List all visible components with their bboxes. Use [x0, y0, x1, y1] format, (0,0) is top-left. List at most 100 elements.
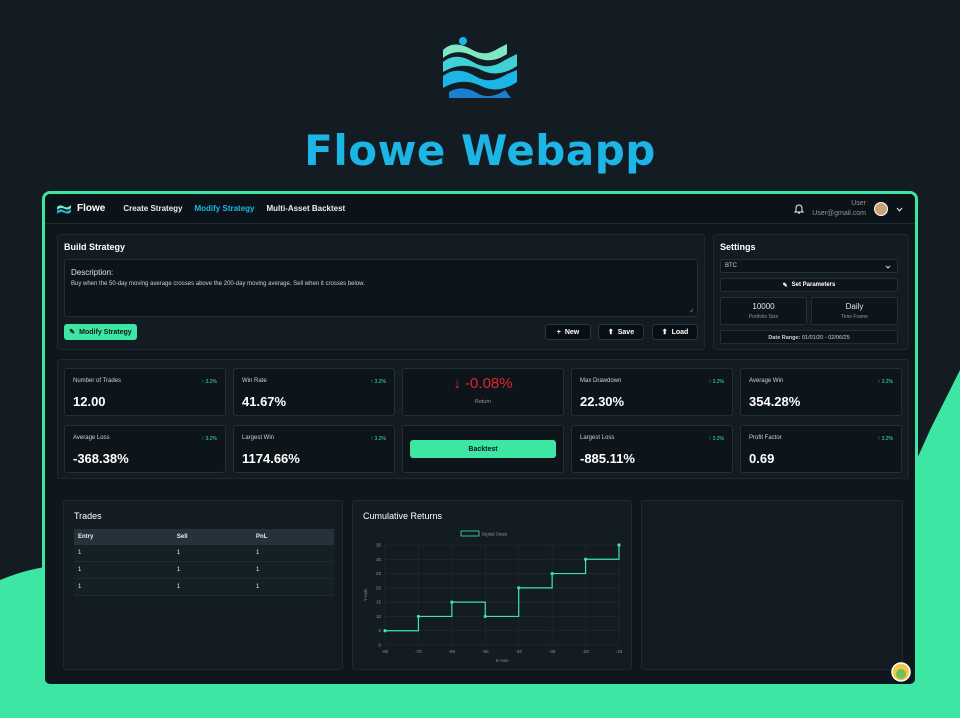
legend-swatch: [460, 530, 480, 537]
backtest-button[interactable]: Backtest: [410, 440, 556, 458]
portfolio-size-label: Portfolio Size: [748, 314, 779, 320]
paperclip-icon: ✎: [782, 282, 788, 289]
stat-win-rate: Win Rate ↑ 3.2% 41.67%: [233, 368, 395, 416]
column-header[interactable]: PnL: [252, 529, 334, 545]
stat-label: Largest Loss: [580, 435, 615, 441]
table-row[interactable]: 1 1 1: [74, 578, 334, 596]
column-header[interactable]: Entry: [74, 529, 173, 545]
chevron-down-icon[interactable]: [896, 207, 903, 212]
user-name: User: [851, 200, 866, 207]
set-parameters-button[interactable]: ✎ Set Parameters: [720, 278, 898, 292]
table-cell: 1: [252, 578, 334, 596]
time-frame-label: Time Frame: [841, 314, 868, 320]
stat-delta-value: 3.2%: [374, 379, 386, 385]
data-point: [617, 543, 621, 547]
y-tick-label: 15: [376, 600, 382, 605]
series-line: [385, 545, 620, 632]
brand[interactable]: Flowe: [57, 203, 105, 214]
modify-strategy-button[interactable]: ✎ Modify Strategy: [64, 324, 137, 340]
legend-label: Digital Steps: [482, 532, 508, 537]
nav-modify-strategy[interactable]: Modify Strategy: [194, 204, 255, 213]
load-label: Load: [671, 328, 689, 336]
date-range-value: 01/01/20 - 02/06/25: [801, 335, 850, 341]
data-point: [583, 557, 588, 561]
table-cell: 1: [252, 545, 334, 562]
stat-average-loss: Average Loss ↑ 3.2% -368.38%: [64, 425, 226, 473]
x-tick-label: -60: [449, 649, 456, 654]
cumulative-returns-panel: Cumulative Returns 0 5 10 15 20 25 30 35 -80 -70 -…: [352, 500, 632, 670]
settings-title: Settings: [720, 242, 756, 252]
save-label: Save: [617, 328, 635, 336]
stat-delta-value: 3.2%: [712, 436, 724, 442]
date-range-box[interactable]: Date Range: 01/01/20 - 02/06/25: [720, 330, 898, 344]
nav-create-strategy[interactable]: Create Strategy: [123, 204, 183, 213]
x-tick-label: -70: [415, 649, 422, 654]
data-point: [383, 629, 387, 633]
flowe-small-logo-icon: [57, 204, 71, 214]
data-point: [450, 600, 454, 604]
stat-delta: ↑ 3.2%: [877, 379, 893, 385]
table-cell: 1: [74, 561, 173, 579]
table-cell: 1: [74, 545, 173, 562]
table-header-row: Entry Sell PnL: [74, 529, 334, 545]
stat-delta-value: 3.2%: [205, 436, 217, 442]
save-button[interactable]: ⬆ Save: [598, 324, 644, 340]
stat-largest-win: Largest Win ↑ 3.2% 1174.66%: [233, 425, 395, 473]
y-axis-label: Y-Axis: [363, 588, 368, 601]
description-textarea[interactable]: Description: Buy when the 50-day moving …: [64, 259, 698, 317]
x-tick-label: -20: [582, 649, 589, 654]
resize-handle-icon[interactable]: [689, 308, 694, 313]
table-row[interactable]: 1 1 1: [74, 545, 334, 562]
brand-name: Flowe: [77, 203, 106, 214]
stat-label: Average Win: [749, 378, 784, 384]
nav-multi-asset-backtest[interactable]: Multi-Asset Backtest: [266, 204, 346, 213]
stat-value: 22.30%: [580, 394, 625, 409]
user-email: User@gmail.com: [812, 210, 866, 217]
y-tick-label: 25: [376, 571, 382, 576]
trades-title: Trades: [74, 511, 102, 521]
data-point: [483, 614, 487, 619]
stat-label: Largest Win: [242, 435, 275, 441]
asset-select[interactable]: BTC: [720, 259, 898, 273]
load-button[interactable]: ⬆ Load: [652, 324, 698, 340]
build-strategy-panel: Build Strategy Description: Buy when the…: [57, 234, 705, 350]
user-block[interactable]: User User@gmail.com: [812, 199, 866, 219]
table-cell: 1: [172, 545, 253, 562]
time-frame-box[interactable]: Daily Time Frame: [811, 297, 898, 325]
table-row[interactable]: 1 1 1: [74, 561, 334, 579]
stat-delta: ↑ 3.2%: [708, 436, 724, 442]
stat-delta-value: 3.2%: [712, 379, 724, 385]
x-tick-label: -10: [616, 649, 623, 654]
stat-delta: ↑ 3.2%: [708, 379, 724, 385]
stat-delta-value: 3.2%: [881, 379, 893, 385]
x-tick-label: -30: [549, 649, 556, 654]
stat-average-win: Average Win ↑ 3.2% 354.28%: [740, 368, 902, 416]
column-header[interactable]: Sell: [172, 529, 253, 545]
navbar-right: User User@gmail.com: [794, 194, 903, 224]
x-tick-label: -40: [515, 649, 522, 654]
portfolio-size-value: 10000: [752, 302, 775, 311]
return-number: -0.08%: [465, 375, 513, 392]
stat-value: 12.00: [73, 394, 106, 409]
trades-panel: Trades Entry Sell PnL 1 1 1 1 1 1: [63, 500, 343, 670]
date-range-label: Date Range:: [768, 335, 801, 341]
y-tick-label: 5: [378, 628, 381, 633]
stat-number-of-trades: Number of Trades ↑ 3.2% 12.00: [64, 368, 226, 416]
plus-icon: +: [556, 328, 561, 336]
assistant-badge-icon[interactable]: [891, 662, 911, 682]
empty-panel: [641, 500, 903, 670]
y-tick-label: 30: [376, 557, 382, 562]
save-icon: ⬆: [607, 329, 614, 336]
return-value: ↓ -0.08%: [403, 375, 563, 392]
new-button[interactable]: + New: [545, 324, 591, 340]
set-parameters-label: Set Parameters: [791, 282, 836, 288]
new-label: New: [564, 328, 580, 336]
load-icon: ⬆: [661, 329, 668, 336]
stat-delta: ↑ 3.2%: [877, 436, 893, 442]
description-text: Buy when the 50-day moving average cross…: [71, 281, 365, 287]
stat-label: Win Rate: [242, 378, 267, 384]
avatar[interactable]: [874, 202, 888, 216]
bell-icon[interactable]: [794, 204, 805, 214]
chevron-down-icon: [885, 265, 891, 269]
portfolio-size-box[interactable]: 10000 Portfolio Size: [720, 297, 807, 325]
